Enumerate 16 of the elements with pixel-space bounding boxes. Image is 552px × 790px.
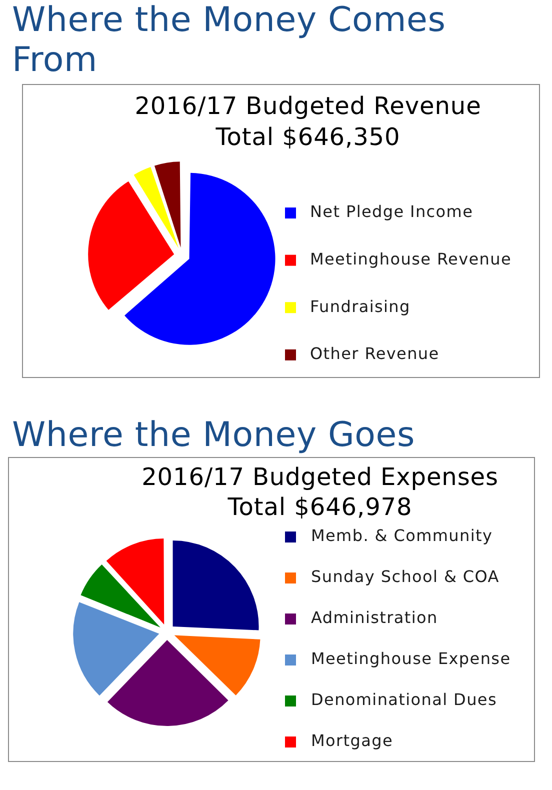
chart-title: Where the Money Goes xyxy=(12,415,416,455)
legend-label: Memb. & Community xyxy=(311,526,493,546)
legend-label: Other Revenue xyxy=(310,344,440,364)
legend-label: Net Pledge Income xyxy=(310,202,474,222)
legend-label: Sunday School & COA xyxy=(311,567,500,586)
text: Total $646,978 xyxy=(226,493,412,522)
legend-label: Administration xyxy=(311,608,438,628)
legend-label: Meetinghouse Revenue xyxy=(310,249,512,268)
chart-title: Where the Money Comes From xyxy=(12,0,447,80)
legend-label: Denominational Dues xyxy=(311,690,497,710)
legend-label: Meetinghouse Expense xyxy=(311,649,511,668)
chart-subtitle: 2016/17 Budgeted Expenses xyxy=(142,463,498,492)
legend-label: Mortgage xyxy=(311,731,394,750)
legend-label: Fundraising xyxy=(310,296,410,316)
text: Total $646,350 xyxy=(214,123,400,152)
chart-subtitle: 2016/17 Budgeted Revenue xyxy=(134,92,482,120)
